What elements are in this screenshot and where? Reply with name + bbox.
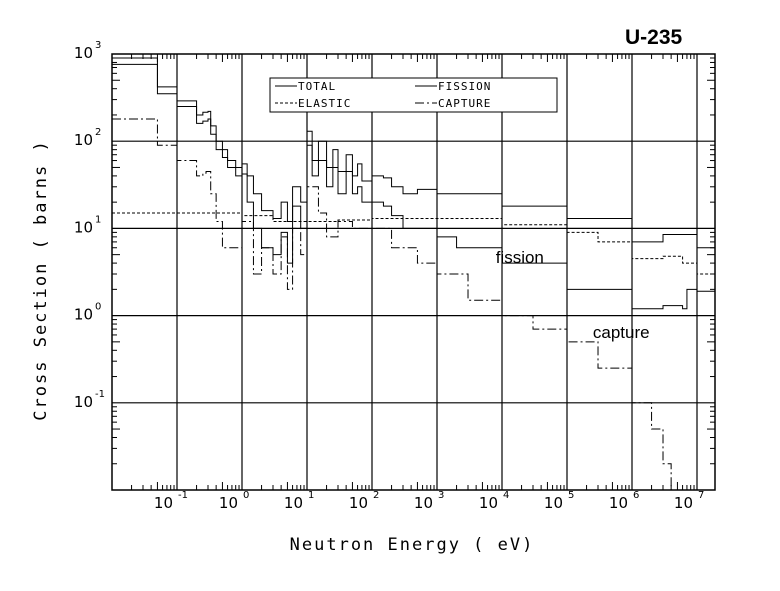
x-tick-exponent: 0	[243, 490, 249, 501]
x-tick-label: 10	[284, 494, 303, 512]
x-tick-label: 10	[414, 494, 433, 512]
series-capture	[112, 118, 672, 490]
y-tick-exponent: 1	[95, 214, 101, 225]
x-tick-label: 10	[349, 494, 368, 512]
x-tick-label: 10	[674, 494, 693, 512]
x-tick-exponent: 3	[438, 490, 444, 501]
y-tick-label: 10	[74, 131, 93, 149]
y-tick-label: 10	[74, 306, 93, 324]
axis-ticks	[112, 54, 715, 490]
y-tick-exponent: 3	[95, 40, 101, 51]
x-tick-exponent: 7	[698, 490, 704, 501]
x-tick-exponent: 1	[308, 490, 314, 501]
chart-title: U-235	[625, 26, 683, 49]
legend-box	[269, 77, 558, 113]
annotations: fission capture	[496, 248, 650, 342]
series-lines	[112, 57, 716, 490]
x-tick-label: 10	[609, 494, 628, 512]
legend-label-elastic: ELASTIC	[298, 97, 351, 110]
legend: TOTAL FISSION ELASTIC CAPTURE	[269, 77, 558, 113]
grid-lines	[112, 54, 715, 490]
y-tick-exponent: -1	[95, 389, 105, 400]
series-fission	[112, 63, 716, 310]
x-tick-exponent: -1	[178, 490, 188, 501]
legend-label-capture: CAPTURE	[438, 97, 491, 110]
y-tick-label: 10	[74, 44, 93, 62]
annotation-capture: capture	[593, 323, 650, 342]
annotation-fission: fission	[496, 248, 544, 267]
plot-frame	[111, 53, 716, 491]
y-axis-label: Cross Section ( barns )	[31, 139, 51, 420]
x-tick-label: 10	[219, 494, 238, 512]
legend-label-total: TOTAL	[298, 80, 336, 93]
x-tick-label: 10	[479, 494, 498, 512]
x-tick-exponent: 2	[373, 490, 379, 501]
x-axis-label: Neutron Energy ( eV)	[290, 535, 535, 555]
x-tick-exponent: 4	[503, 490, 509, 501]
x-tick-labels: 10 -1 10 0 10 1 10 2 10 3 10 4 10 5 10 6 10 7	[154, 490, 704, 512]
y-tick-label: 10	[74, 218, 93, 236]
y-tick-exponent: 0	[95, 302, 101, 313]
y-tick-label: 10	[74, 393, 93, 411]
series-elastic	[112, 212, 716, 275]
x-tick-label: 10	[154, 494, 173, 512]
x-tick-label: 10	[544, 494, 563, 512]
x-tick-exponent: 5	[568, 490, 574, 501]
y-tick-exponent: 2	[95, 127, 101, 138]
legend-label-fission: FISSION	[438, 80, 491, 93]
x-tick-exponent: 6	[633, 490, 639, 501]
